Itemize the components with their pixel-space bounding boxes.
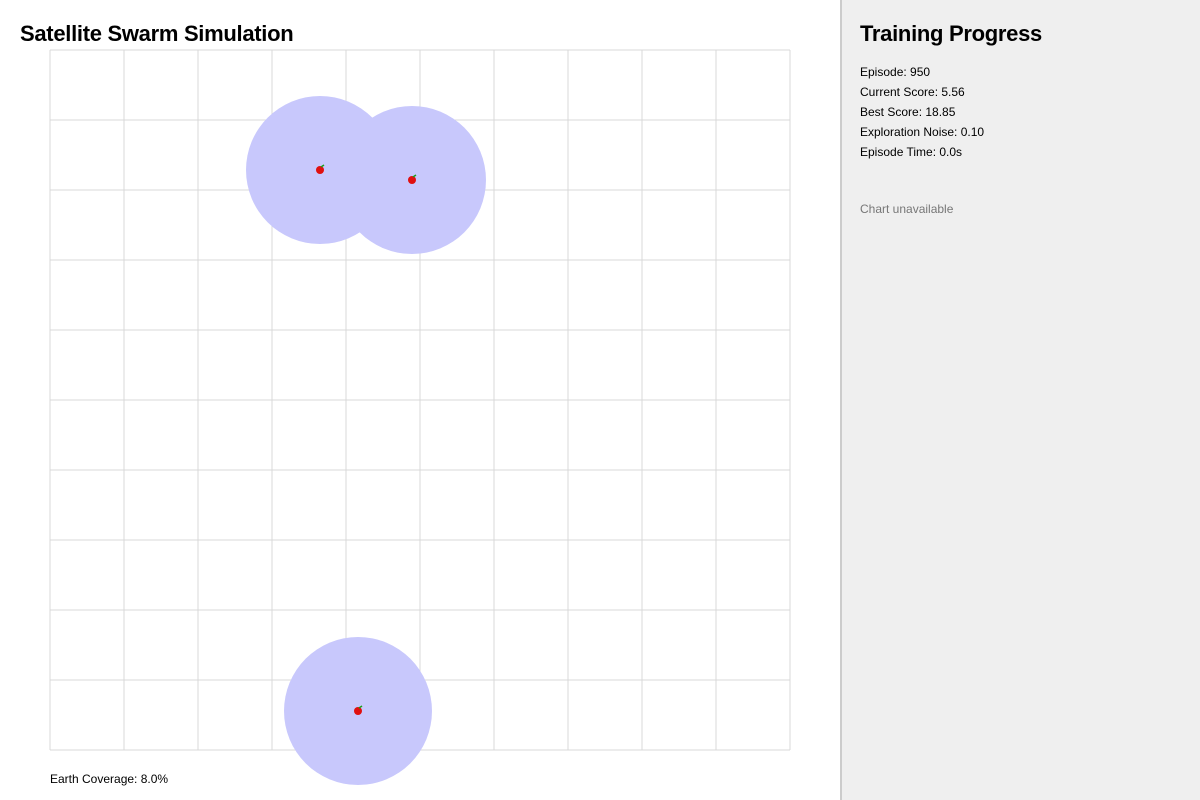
satellite-2-body (408, 176, 416, 184)
satellite-1-body (316, 166, 324, 174)
training-panel: Training Progress Episode: 950 Current S… (842, 0, 1200, 800)
simulation-canvas[interactable] (0, 0, 840, 800)
earth-coverage-label: Earth Coverage: 8.0% (50, 772, 169, 786)
satellite-1-heading-icon (320, 164, 325, 168)
satellite-2 (408, 174, 417, 184)
stat-current-score: Current Score: 5.56 (860, 85, 965, 99)
satellite-1 (316, 164, 325, 174)
satellites (316, 164, 417, 715)
training-stats: Episode: 950 Current Score: 5.56 Best Sc… (860, 62, 984, 162)
satellite-3-heading-icon (358, 705, 363, 709)
simulation-panel: Satellite Swarm Simulation Earth Coverag… (0, 0, 840, 800)
satellite-3-body (354, 707, 362, 715)
panel-divider (840, 0, 842, 800)
chart-status: Chart unavailable (860, 202, 954, 216)
stat-exploration-noise: Exploration Noise: 0.10 (860, 125, 985, 139)
stat-episode-time: Episode Time: 0.0s (860, 145, 963, 159)
simulation-title: Satellite Swarm Simulation (20, 21, 294, 46)
stat-episode: Episode: 950 (860, 65, 931, 79)
satellite-3 (354, 705, 363, 715)
training-title: Training Progress (860, 21, 1042, 46)
satellite-2-heading-icon (412, 174, 417, 178)
stat-best-score: Best Score: 18.85 (860, 105, 956, 119)
coverage-areas (246, 96, 486, 785)
